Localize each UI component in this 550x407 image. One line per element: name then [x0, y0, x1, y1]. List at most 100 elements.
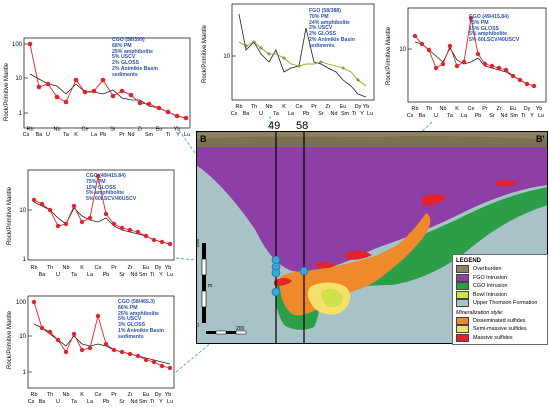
x-label: Ta [71, 272, 77, 278]
sample-point [39, 201, 45, 207]
legend-label: Bowl Intrusion [473, 291, 507, 298]
x-label: Ta [273, 111, 279, 117]
sample-point [119, 349, 125, 355]
annotation-line: 25% amphibolite [112, 48, 153, 55]
x-label: Ba [39, 272, 46, 278]
legend: LEGEND Overburden FGO Intrusion CGO Intr… [452, 254, 548, 345]
x-label: Nd [501, 113, 508, 119]
sample-point [183, 115, 189, 121]
x-label: K [455, 106, 459, 112]
annotation-line: CGO (58/465.3) [118, 299, 155, 305]
massive-sulfides [274, 278, 292, 286]
x-label: Rb [27, 127, 34, 133]
x-label: K [74, 132, 78, 138]
annotation-line: 5% 60LSCV/40USCV [469, 37, 520, 44]
x-label: Rb [31, 265, 38, 271]
x-label: Sm [341, 111, 350, 117]
annotation-line: 5% amphibolite [469, 31, 508, 38]
sample-point [79, 219, 85, 225]
x-label: Y [159, 272, 163, 278]
x-label: Ta [71, 399, 77, 405]
x-label: Lu [184, 132, 190, 138]
legend-subtitle: Mineralization style: [456, 309, 504, 316]
spider-panel-1: Rock/Primitive Mantle 100 10 1 [2, 34, 192, 138]
annotation-line: 2% GLOSS [112, 60, 140, 67]
scale-label: 0 [196, 323, 199, 329]
annotation-line: 75% PM [469, 19, 489, 26]
x-label: Pr [111, 265, 117, 271]
annotation-line: 15% GLOSS [469, 25, 499, 32]
legend-label: CGO Intrusion [473, 283, 508, 290]
plot-frame [27, 169, 175, 261]
scale-label: 200 [196, 238, 201, 247]
sample-point [127, 351, 133, 357]
sample-point [151, 359, 157, 365]
x-label: K [80, 265, 84, 271]
sample-point [127, 227, 133, 233]
spider-plot-5: Rock/Primitive Mantle 100 10 1 [7, 295, 175, 405]
sample-point [146, 101, 152, 107]
sample-point [45, 81, 51, 87]
sample-point [503, 67, 509, 73]
x-label: Eu [156, 127, 163, 133]
x-label: La [288, 111, 294, 117]
x-label: Pb [103, 272, 110, 278]
sample-marker [319, 60, 323, 64]
massive-sulfides [496, 180, 518, 187]
sample-marker [297, 64, 301, 68]
sample-point [47, 329, 53, 335]
x-label: Ce [296, 104, 303, 110]
sample-marker [356, 78, 360, 82]
spider-panel-4: Rock/Primitive Mantle 10 1 [4, 168, 176, 282]
x-labels-bottom: Cs Ba U Ta La Pb Sr Nd Sm Ti Y Lu [231, 111, 373, 117]
sample-point [31, 197, 37, 203]
x-label: Lu [538, 113, 544, 119]
sample-point [165, 109, 171, 115]
annotation-line: 24% amphibolite [309, 19, 350, 26]
ylabel: Rock/Primitive Mantle [202, 24, 208, 83]
x-labels-top: Rb Th Nb K Ce Pr Zr Eu Dy Yb [412, 106, 543, 112]
x-label: Sr [119, 272, 125, 278]
legend-label: Overburden [473, 266, 502, 273]
x-label: Y [176, 132, 180, 138]
scale-segment [206, 331, 216, 334]
x-label: La [87, 272, 93, 278]
sample-point [119, 225, 125, 231]
x-label: Ta [63, 132, 69, 138]
x-labels-top: Rb Th Nb K Ce Pr Zr Eu Dy Yb [31, 265, 172, 271]
sample-point [167, 241, 173, 247]
y-tick-label: 10 [19, 334, 26, 340]
sample-point [143, 233, 149, 239]
sample-point [489, 63, 495, 69]
sample-point [433, 65, 439, 71]
ylabel: Rock/Primitive Mantle [7, 186, 13, 245]
ylabel: Rock/Primitive Mantle [4, 62, 10, 121]
sample-point [137, 100, 143, 106]
x-label: Y [530, 113, 534, 119]
fgo-intrusion [196, 147, 548, 272]
x-label: Zr [127, 392, 132, 398]
x-label: Lu [367, 111, 373, 117]
x-label: Pr [482, 106, 488, 112]
sample-marker [282, 56, 286, 60]
x-label: Th [426, 106, 432, 112]
massive-sulfides [422, 194, 446, 206]
sample-marker [267, 52, 271, 56]
y-tick-label: 10 [15, 76, 22, 82]
x-label: Rb [31, 392, 38, 398]
sample-point [79, 347, 85, 353]
x-label: Ba [36, 132, 43, 138]
annotation-line: 15% GLOSS [86, 184, 116, 191]
x-label: Y [360, 111, 364, 117]
x-label: Nd [128, 132, 135, 138]
x-label: Pb [100, 132, 107, 138]
vertical-scale-bar: 200 m 0 [195, 238, 212, 329]
x-label: Nb [54, 127, 61, 133]
legend-item: FGO Intrusion [456, 273, 544, 283]
sample-marker [252, 40, 256, 44]
sample-point [47, 207, 53, 213]
x-label: Nd [131, 399, 138, 405]
fgo-points [244, 40, 360, 82]
sample-point [95, 173, 101, 179]
x-label: U [56, 272, 60, 278]
